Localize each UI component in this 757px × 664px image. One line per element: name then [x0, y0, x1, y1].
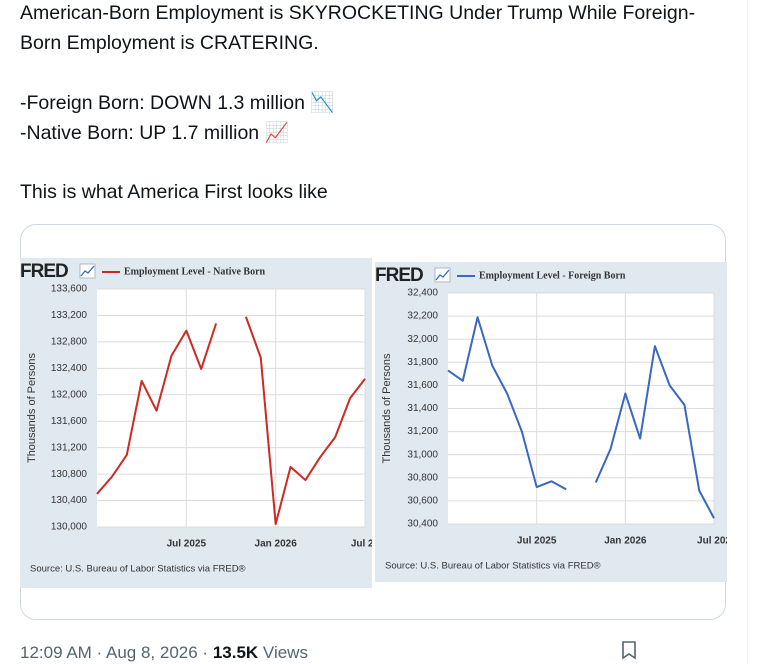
y-tick-label: 31,200 — [407, 426, 438, 437]
y-tick-label: 131,200 — [51, 442, 88, 453]
x-tick-label: Jul 202 — [697, 536, 727, 547]
plot-area — [97, 289, 365, 527]
legend-label: Employment Level - Native Born — [124, 266, 266, 277]
y-tick-label: 31,600 — [407, 380, 438, 391]
y-tick-label: 32,200 — [407, 311, 438, 322]
x-tick-label: Jan 2026 — [255, 539, 298, 550]
views-count: 13.5K — [212, 643, 259, 662]
tweet-line: This is what America First looks like — [20, 181, 328, 203]
y-tick-label: 131,600 — [51, 416, 88, 427]
logo-icon — [79, 263, 96, 279]
timestamp[interactable]: 12:09 AM · Aug 8, 2026 · — [20, 643, 209, 662]
bookmark-icon[interactable] — [620, 640, 638, 660]
y-tick-label: 31,000 — [407, 449, 438, 460]
tweet-headline: American-Born Employment is SKYROCKETING… — [20, 2, 696, 54]
axis-title: Thousands of Persons — [26, 352, 38, 463]
y-tick-label: 133,600 — [51, 284, 88, 295]
source: Source: U.S. Bureau of Labor Statistics … — [30, 564, 246, 575]
y-tick-label: 132,000 — [51, 389, 88, 400]
views-label: Views — [262, 643, 308, 662]
x-tick-label: Jan 2026 — [604, 536, 647, 547]
y-tick-label: 130,400 — [51, 495, 88, 506]
series-line — [96, 316, 366, 526]
logo: FRED — [20, 261, 68, 282]
tweet-meta: 12:09 AM · Aug 8, 2026 · 13.5K Views — [20, 643, 308, 663]
series-line — [447, 316, 715, 519]
tweet-line: -Native Born: UP 1.7 million 📈 — [20, 122, 289, 144]
y-tick-label: 31,800 — [407, 357, 438, 368]
y-tick-label: 130,000 — [51, 522, 88, 533]
chart: 130,000 130,400 130,800 131,200 131,600 132,0… — [20, 258, 372, 588]
logo-icon-line — [435, 269, 450, 281]
x-tick-label: Jul 2025 — [167, 539, 207, 550]
y-tick-label: 132,400 — [51, 363, 88, 374]
y-tick-label: 30,400 — [407, 519, 438, 530]
y-tick-label: 30,600 — [407, 496, 438, 507]
chart: 30,400 30,600 30,800 31,000 31,200 31,400 31,6… — [375, 262, 727, 582]
source: Source: U.S. Bureau of Labor Statistics … — [385, 561, 601, 572]
y-tick-label: 31,400 — [407, 403, 438, 414]
legend-label: Employment Level - Foreign Born — [479, 270, 626, 281]
y-tick-label: 130,800 — [51, 469, 88, 480]
y-tick-label: 32,000 — [407, 334, 438, 345]
logo-icon — [434, 267, 451, 283]
x-tick-label: Jul 2025 — [517, 536, 557, 547]
logo: FRED — [375, 265, 423, 286]
y-tick-label: 133,200 — [51, 310, 88, 321]
y-tick-label: 30,800 — [407, 472, 438, 483]
y-tick-label: 32,400 — [407, 288, 438, 299]
x-tick-label: Jul 20 — [351, 539, 372, 550]
y-tick-label: 132,800 — [51, 337, 88, 348]
axis-title: Thousands of Persons — [381, 353, 393, 464]
tweet-line: -Foreign Born: DOWN 1.3 million 📉 — [20, 92, 335, 114]
logo-icon-line — [80, 265, 95, 277]
column-edge — [747, 0, 748, 664]
